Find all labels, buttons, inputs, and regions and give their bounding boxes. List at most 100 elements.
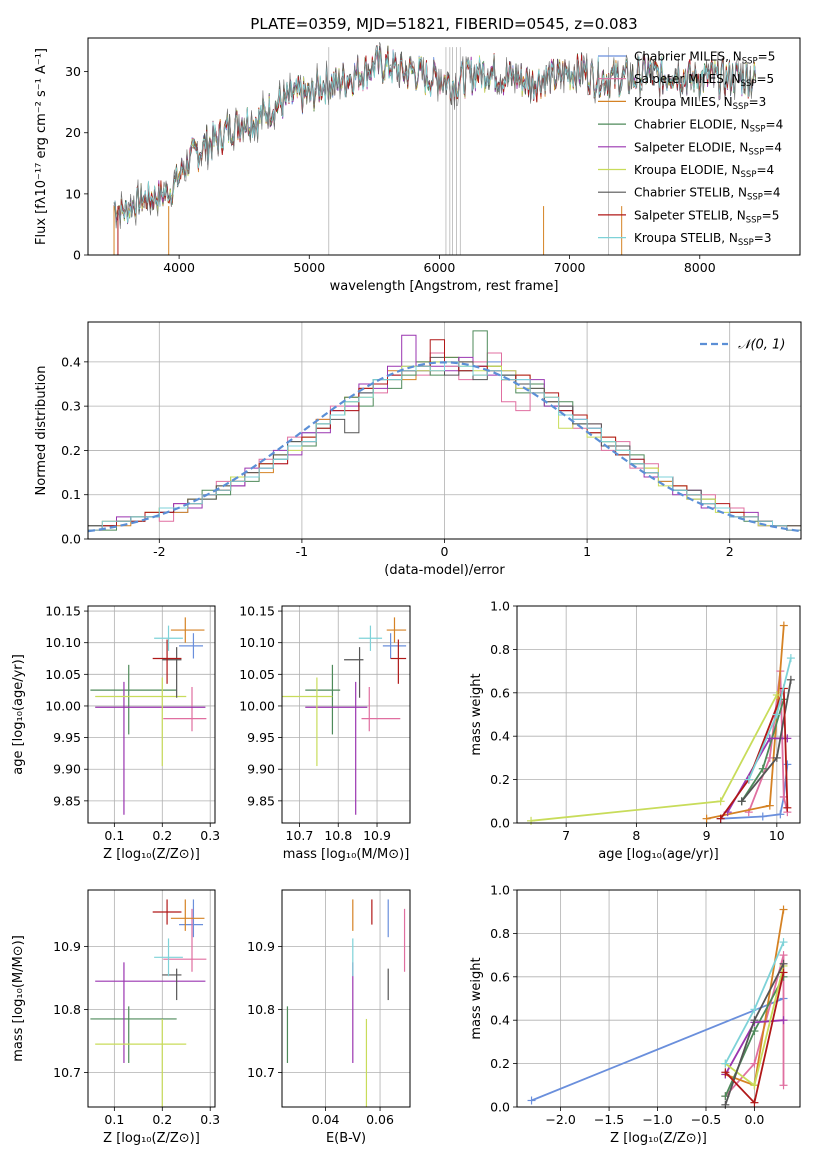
x-axis-label: Z [log₁₀(Z/Z⊙)] bbox=[103, 1131, 200, 1146]
histograms bbox=[88, 330, 801, 533]
y-axis-label: mass weight bbox=[469, 673, 484, 755]
y-tick-label: 10.10 bbox=[45, 635, 81, 650]
y-axis-label: Normed distribution bbox=[34, 366, 49, 496]
y-tick-label: 10.15 bbox=[239, 604, 275, 619]
y-tick-label: 10.9 bbox=[53, 939, 81, 954]
legend-subscript: SSP bbox=[750, 125, 766, 135]
y-tick-label: 0.8 bbox=[490, 926, 510, 941]
legend-suffix: =4 bbox=[766, 118, 784, 132]
y-tick-label: 0.2 bbox=[490, 1056, 510, 1071]
y-tick-label: 1.0 bbox=[490, 883, 510, 898]
y-tick-label: 0.8 bbox=[490, 642, 510, 657]
weights-weight-vs-age bbox=[527, 621, 795, 825]
legend-suffix: =5 bbox=[758, 50, 776, 64]
y-tick-label: 10.8 bbox=[53, 1002, 81, 1017]
axes-frame bbox=[87, 889, 216, 1108]
axes-frame bbox=[281, 889, 411, 1108]
y-tick-label: 10.7 bbox=[53, 1065, 81, 1080]
x-axis-label: age [log₁₀(age/yr)] bbox=[598, 847, 719, 862]
legend-label: Kroupa STELIB, N bbox=[634, 231, 738, 245]
axes-spectrum: 4000 5000 6000 7000 8000 0 10 20 30 bbox=[65, 64, 716, 275]
legend-subscript: SSP bbox=[741, 79, 757, 89]
y-tick-label: 10 bbox=[65, 186, 81, 201]
y-tick-label: 0.0 bbox=[490, 1100, 510, 1115]
y-tick-label: 9.95 bbox=[53, 730, 81, 745]
legend-entry: Kroupa ELODIE, NSSP=4 bbox=[634, 163, 774, 180]
legend-entry: Chabrier MILES, NSSP=5 bbox=[634, 50, 775, 67]
legend-label: Salpeter ELODIE, N bbox=[634, 140, 748, 154]
y-tick-label: 0.0 bbox=[61, 532, 81, 547]
x-tick-label: 0.1 bbox=[104, 1112, 124, 1127]
y-tick-label: 20 bbox=[65, 125, 81, 140]
x-tick-label: -1 bbox=[296, 544, 308, 559]
x-tick-label: 5000 bbox=[293, 260, 325, 275]
x-tick-label: 0 bbox=[441, 544, 449, 559]
legend-suffix: =4 bbox=[763, 186, 781, 200]
spectrum-traces bbox=[113, 42, 756, 255]
y-axis-label: mass weight bbox=[469, 957, 484, 1039]
legend-label: Chabrier ELODIE, N bbox=[634, 118, 750, 132]
y-tick-label: 0.2 bbox=[490, 772, 510, 787]
x-tick-label: 8 bbox=[632, 828, 640, 843]
legend-subscript: SSP bbox=[748, 147, 764, 157]
y-tick-label: 0.4 bbox=[490, 1013, 510, 1028]
x-axis-label: (data-model)/error bbox=[384, 563, 505, 578]
legend-label: Kroupa ELODIE, N bbox=[634, 163, 741, 177]
crosses-age-vs-z bbox=[90, 617, 207, 815]
weight-line bbox=[719, 688, 789, 820]
x-tick-label: 0.1 bbox=[104, 828, 124, 843]
legend-suffix: =4 bbox=[756, 163, 774, 177]
legend-subscript: SSP bbox=[738, 238, 754, 248]
axes-frame bbox=[87, 321, 802, 540]
y-tick-label: 0.4 bbox=[490, 729, 510, 744]
y-tick-label: 10.9 bbox=[247, 939, 275, 954]
legend-entry: Chabrier ELODIE, NSSP=4 bbox=[634, 118, 783, 135]
x-tick-label: 2 bbox=[726, 544, 734, 559]
x-tick-label: −1.0 bbox=[642, 1112, 672, 1127]
y-axis-label: age [log₁₀(age/yr)] bbox=[11, 654, 26, 775]
legend-entry: Salpeter STELIB, NSSP=5 bbox=[634, 208, 779, 225]
legend-subscript: SSP bbox=[733, 102, 749, 112]
normal-curve bbox=[88, 361, 801, 533]
legend-subscript: SSP bbox=[747, 193, 763, 203]
x-axis-label: mass [log₁₀(M/M⊙)] bbox=[283, 847, 410, 862]
x-tick-label: −1.5 bbox=[594, 1112, 624, 1127]
legend-subscript: SSP bbox=[742, 57, 758, 67]
legend-subscript: SSP bbox=[746, 215, 762, 225]
crosses-mass-vs-ebv bbox=[286, 899, 406, 1107]
crosses-mass-vs-z bbox=[90, 899, 207, 1107]
y-tick-label: 0.6 bbox=[490, 685, 510, 700]
legend-label: Kroupa MILES, N bbox=[634, 95, 733, 109]
y-tick-label: 0.3 bbox=[61, 399, 81, 414]
axes-frame bbox=[87, 605, 216, 824]
legend-entry: Salpeter MILES, NSSP=5 bbox=[634, 72, 774, 89]
legend-suffix: =4 bbox=[764, 140, 782, 154]
y-tick-label: 0.0 bbox=[490, 816, 510, 831]
x-tick-label: 0.06 bbox=[366, 1112, 394, 1127]
x-tick-label: 1 bbox=[583, 544, 591, 559]
legend-label: Salpeter MILES, N bbox=[634, 72, 741, 86]
legend-subscript: SSP bbox=[741, 170, 757, 180]
weights-weight-vs-z bbox=[527, 905, 788, 1109]
x-axis-label: Z [log₁₀(Z/Z⊙)] bbox=[610, 1131, 707, 1146]
legend-entry: Kroupa STELIB, NSSP=3 bbox=[634, 231, 772, 248]
legend-suffix: =5 bbox=[756, 72, 774, 86]
y-tick-label: 9.90 bbox=[53, 762, 81, 777]
x-axis-label: wavelength [Angstrom, rest frame] bbox=[330, 279, 559, 294]
spectrum-data-line bbox=[113, 42, 756, 229]
y-tick-label: 9.85 bbox=[247, 793, 275, 808]
x-tick-label: 0.3 bbox=[200, 828, 220, 843]
y-tick-label: 10.05 bbox=[239, 667, 275, 682]
x-axis-label: Z [log₁₀(Z/Z⊙)] bbox=[103, 847, 200, 862]
x-tick-label: 0.04 bbox=[312, 1112, 340, 1127]
axes-mass-vs-ebv: 0.04 0.06 10.7 10.8 10.9 bbox=[247, 890, 410, 1127]
y-tick-label: 9.90 bbox=[247, 762, 275, 777]
y-tick-label: 10.7 bbox=[247, 1065, 275, 1080]
legend-suffix: =3 bbox=[749, 95, 767, 109]
y-tick-label: 10.00 bbox=[45, 698, 81, 713]
spectrum-title: PLATE=0359, MJD=51821, FIBERID=0545, z=0… bbox=[250, 15, 637, 33]
legend-label: Chabrier MILES, N bbox=[634, 50, 742, 64]
legend-entry: 𝒩(0, 1) bbox=[738, 338, 785, 353]
y-tick-label: 10.15 bbox=[45, 604, 81, 619]
